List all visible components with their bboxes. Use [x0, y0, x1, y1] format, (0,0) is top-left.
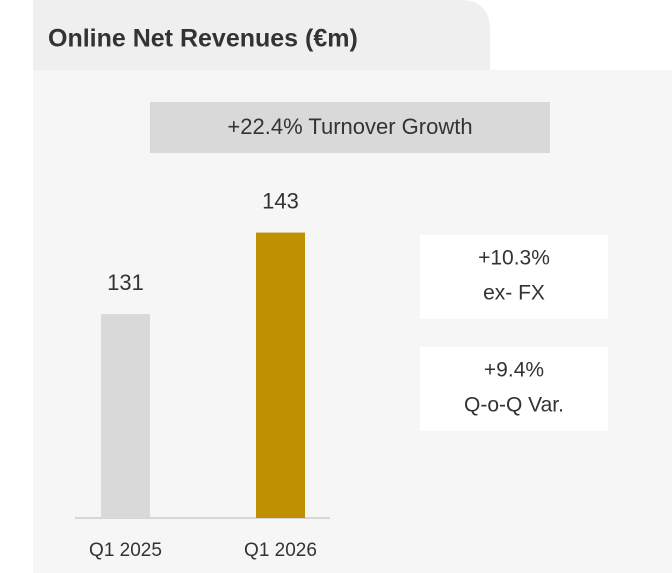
value-label: 143	[262, 188, 299, 213]
x-tick-label: Q1 2025	[89, 540, 162, 561]
bar	[101, 314, 150, 518]
callout-box	[420, 235, 608, 319]
callout-text: +10.3%	[478, 247, 550, 270]
headline-box	[150, 102, 550, 153]
x-tick-label: Q1 2026	[244, 540, 317, 561]
value-label: 131	[107, 270, 144, 295]
title-tab	[33, 0, 490, 70]
callout-text: ex- FX	[483, 282, 545, 305]
callout-text: Q-o-Q Var.	[464, 394, 564, 417]
callout-text: +9.4%	[484, 359, 544, 382]
callout-box	[420, 347, 608, 431]
bar	[256, 232, 305, 519]
chart-title: Online Net Revenues (€m)	[48, 25, 358, 53]
headline: +22.4% Turnover Growth	[227, 114, 472, 139]
